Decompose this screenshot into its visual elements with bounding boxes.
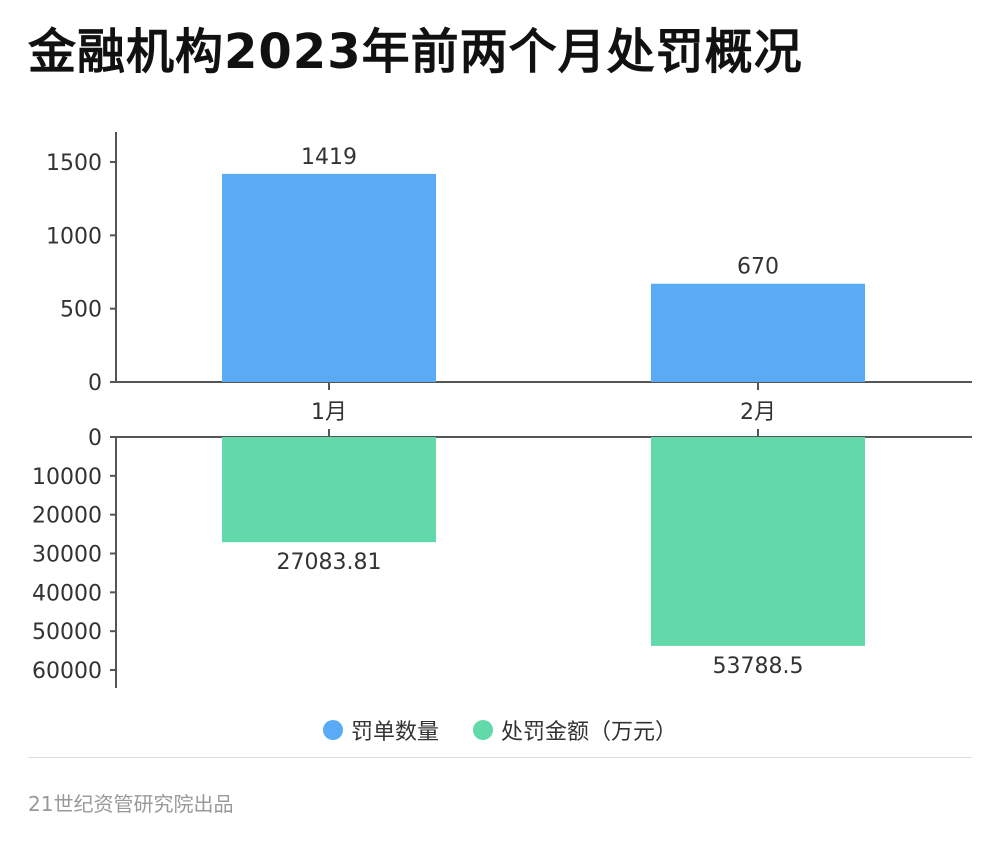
bottom-y-tick-label: 0 [88,426,102,451]
bottom-y-tick-label: 10000 [32,465,102,490]
top-y-tick-label: 1500 [46,151,102,176]
legend-item-count[interactable]: 罚单数量 [322,714,439,746]
category-label: 1月 [311,400,347,425]
top-y-tick-label: 1000 [46,224,102,249]
bars-layer [222,173,865,646]
legend-dot-count [322,720,343,740]
legend: 罚单数量 处罚金额（万元） [0,714,1000,746]
bottom-y-tick-label: 30000 [32,543,102,568]
data-label-count: 670 [737,255,779,280]
chart-title: 金融机构2023年前两个月处罚概况 [28,24,803,80]
footer-credit: 21世纪资管研究院出品 [28,792,234,816]
bottom-y-tick-label: 20000 [32,504,102,529]
footer-divider [28,757,972,758]
data-label-count: 1419 [301,145,357,170]
legend-dot-amount [473,720,493,740]
data-label-amount: 27083.81 [277,550,382,575]
top-y-tick-label: 500 [60,298,102,323]
category-label: 2月 [740,400,776,425]
chart-area: 0 500 1000 1500 0 10000 20000 30000 40000 50000 60… [32,132,972,688]
legend-label-amount: 处罚金额（万元） [501,720,678,745]
bottom-y-tick-label: 50000 [32,620,102,645]
bottom-y-tick-label: 40000 [32,581,102,606]
labels-layer: 0 500 1000 1500 0 10000 20000 30000 40000 50000 60… [32,145,803,684]
bar-count [651,283,865,382]
bottom-y-tick-label: 60000 [32,659,102,684]
top-y-tick-label: 0 [88,371,102,396]
bar-amount [651,437,865,646]
data-label-amount: 53788.5 [713,654,804,679]
bar-count [222,173,436,382]
bar-amount [222,437,436,543]
legend-label-count: 罚单数量 [350,720,439,745]
legend-item-amount[interactable]: 处罚金额（万元） [473,714,677,746]
